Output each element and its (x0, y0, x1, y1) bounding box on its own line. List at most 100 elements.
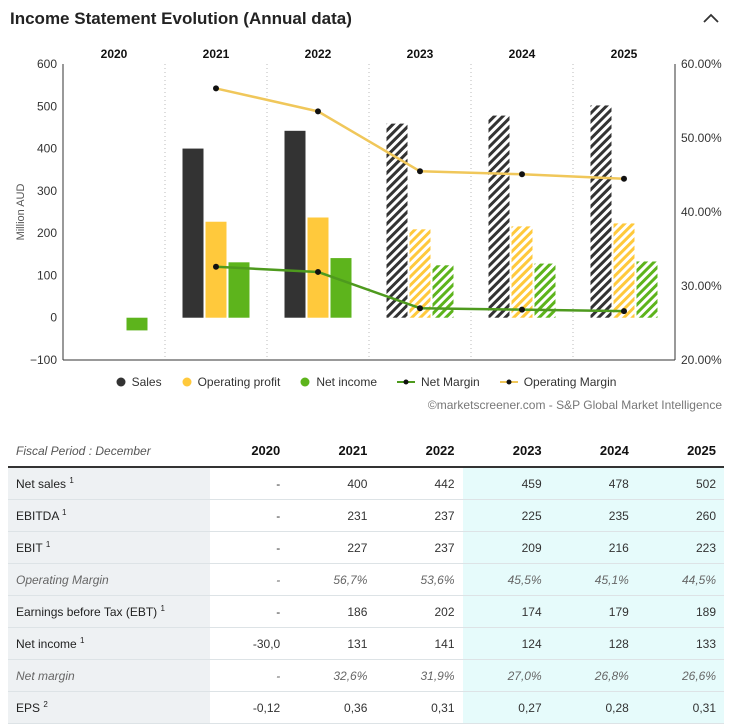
line-net-margin-point (213, 263, 219, 270)
table-cell: 225 (462, 499, 550, 532)
table-cell: 237 (375, 499, 463, 532)
line-net-margin-point (417, 305, 423, 312)
bar-net-income (330, 258, 352, 318)
table-cell: 400 (288, 467, 376, 500)
row-label: Net margin (8, 659, 210, 692)
row-label: Earnings before Tax (EBT) 1 (8, 595, 210, 628)
footnote-marker: 1 (69, 476, 74, 485)
table-cell: 186 (288, 595, 376, 628)
y2-tick-label: 40.00% (681, 205, 722, 219)
row-label-text: EPS (16, 701, 41, 715)
row-label-text: EBIT (16, 541, 43, 555)
bar-operating-profit (307, 217, 329, 318)
table-cell: - (210, 499, 289, 532)
row-label-text: Operating Margin (16, 572, 109, 587)
row-label: Operating Margin (8, 563, 210, 596)
legend-net-margin[interactable]: Net Margin (397, 375, 480, 389)
table-cell: 0,31 (375, 691, 463, 724)
footnote-marker: 1 (80, 636, 85, 645)
chevron-up-icon[interactable] (700, 8, 722, 30)
legend-operating-profit[interactable]: Operating profit (182, 375, 281, 389)
legend-sales[interactable]: Sales (116, 375, 162, 389)
footnote-marker: 1 (45, 540, 51, 549)
table-row: EPS 2 -0,12 0,36 0,31 0,27 0,28 0,31 (8, 691, 724, 724)
table-row: Net margin -32,6% 31,9% 27,0% 26,8% 26,6% (8, 659, 724, 692)
table-cell: -0,12 (210, 691, 289, 724)
table-header-row: Fiscal Period : December 2020 2021 2022 … (8, 435, 724, 468)
table-cell: 141 (375, 627, 463, 660)
y-tick-label: 300 (37, 184, 57, 198)
y-tick-label: 100 (37, 268, 57, 282)
table-row: EBITDA 1-231 237 225 235 260 (8, 499, 724, 532)
bar-sales (590, 105, 612, 318)
table-cell: 223 (636, 531, 724, 564)
table-cell: 32,6% (288, 659, 376, 692)
bar-net-income (636, 261, 658, 318)
table-cell: 56,7% (288, 563, 376, 596)
row-label: EBITDA 1 (8, 499, 210, 532)
bar-operating-profit (511, 226, 533, 318)
table-cell: 0,28 (549, 691, 637, 724)
legend-label-net-margin: Net Margin (421, 375, 480, 389)
row-label: EPS 2 (8, 691, 210, 724)
bar-sales (386, 123, 408, 318)
table-cell: -30,0 (210, 627, 289, 660)
bar-sales (182, 148, 204, 318)
table-cell: 459 (462, 467, 550, 500)
line-operating-margin-point (315, 108, 321, 115)
table-cell: 53,6% (375, 563, 463, 596)
chart-source[interactable]: ©marketscreener.com - S&P Global Market … (427, 398, 722, 412)
row-label: EBIT 1 (8, 531, 210, 564)
line-operating-margin-point (519, 171, 525, 178)
table-row: Earnings before Tax (EBT) 1-186 202 174 179… (8, 595, 724, 628)
table-cell: 44,5% (636, 563, 724, 596)
bar-operating-profit (409, 229, 431, 318)
y2-tick-label: 20.00% (681, 353, 722, 367)
x-category-label: 2022 (305, 47, 332, 61)
period-label: Fiscal Period : December (8, 435, 210, 468)
legend-net-income[interactable]: Net income (300, 375, 377, 389)
year-header: 2024 (549, 435, 637, 468)
footnote-marker: 1 (160, 604, 165, 613)
bar-sales (488, 115, 510, 318)
table-cell: 174 (462, 595, 550, 628)
x-category-label: 2021 (203, 47, 230, 61)
legend-marker-operating-margin (499, 379, 518, 385)
line-net-margin-point (315, 268, 321, 275)
line-net-margin-point (519, 306, 525, 313)
table-cell: - (210, 595, 289, 628)
table-cell: - (210, 659, 289, 692)
row-label-text: Net sales (16, 477, 67, 491)
table-cell: - (210, 563, 289, 596)
y-tick-label: 500 (37, 99, 57, 113)
line-net-margin-point (621, 308, 627, 315)
chart-legend: Sales Operating profit Net income Net Ma… (0, 371, 732, 393)
row-label-text: Net income (16, 637, 77, 651)
legend-label-operating-margin: Operating Margin (523, 375, 617, 389)
table-cell: 45,1% (549, 563, 637, 596)
table-row: Net sales 1-400 442 459 478 502 (8, 467, 724, 500)
y-tick-label: 0 (50, 311, 57, 325)
row-label: Net sales 1 (8, 467, 210, 500)
x-category-label: 2023 (407, 47, 434, 61)
bar-operating-profit (613, 223, 635, 318)
row-label-text: EBITDA (16, 509, 59, 523)
year-header: 2020 (210, 435, 289, 468)
y-axis-title: Million AUD (15, 184, 27, 241)
line-operating-margin-point (621, 175, 627, 182)
footnote-marker: 2 (43, 700, 48, 709)
x-category-label: 2025 (611, 47, 638, 61)
legend-operating-margin[interactable]: Operating Margin (499, 375, 617, 389)
table-cell: 202 (375, 595, 463, 628)
year-header: 2022 (375, 435, 463, 468)
legend-marker-net-income (300, 377, 310, 387)
x-category-label: 2020 (101, 47, 128, 61)
legend-label-operating-profit: Operating profit (197, 375, 281, 389)
footnote-marker: 1 (62, 508, 67, 517)
y2-tick-label: 30.00% (681, 279, 722, 293)
y-tick-label: 200 (37, 226, 57, 240)
legend-marker-net-margin (397, 379, 416, 385)
bar-sales (284, 130, 306, 318)
table-row: Operating Margin -56,7% 53,6% 45,5% 45,1% 44,… (8, 563, 724, 596)
chart-title: Income Statement Evolution (Annual data) (10, 9, 352, 28)
